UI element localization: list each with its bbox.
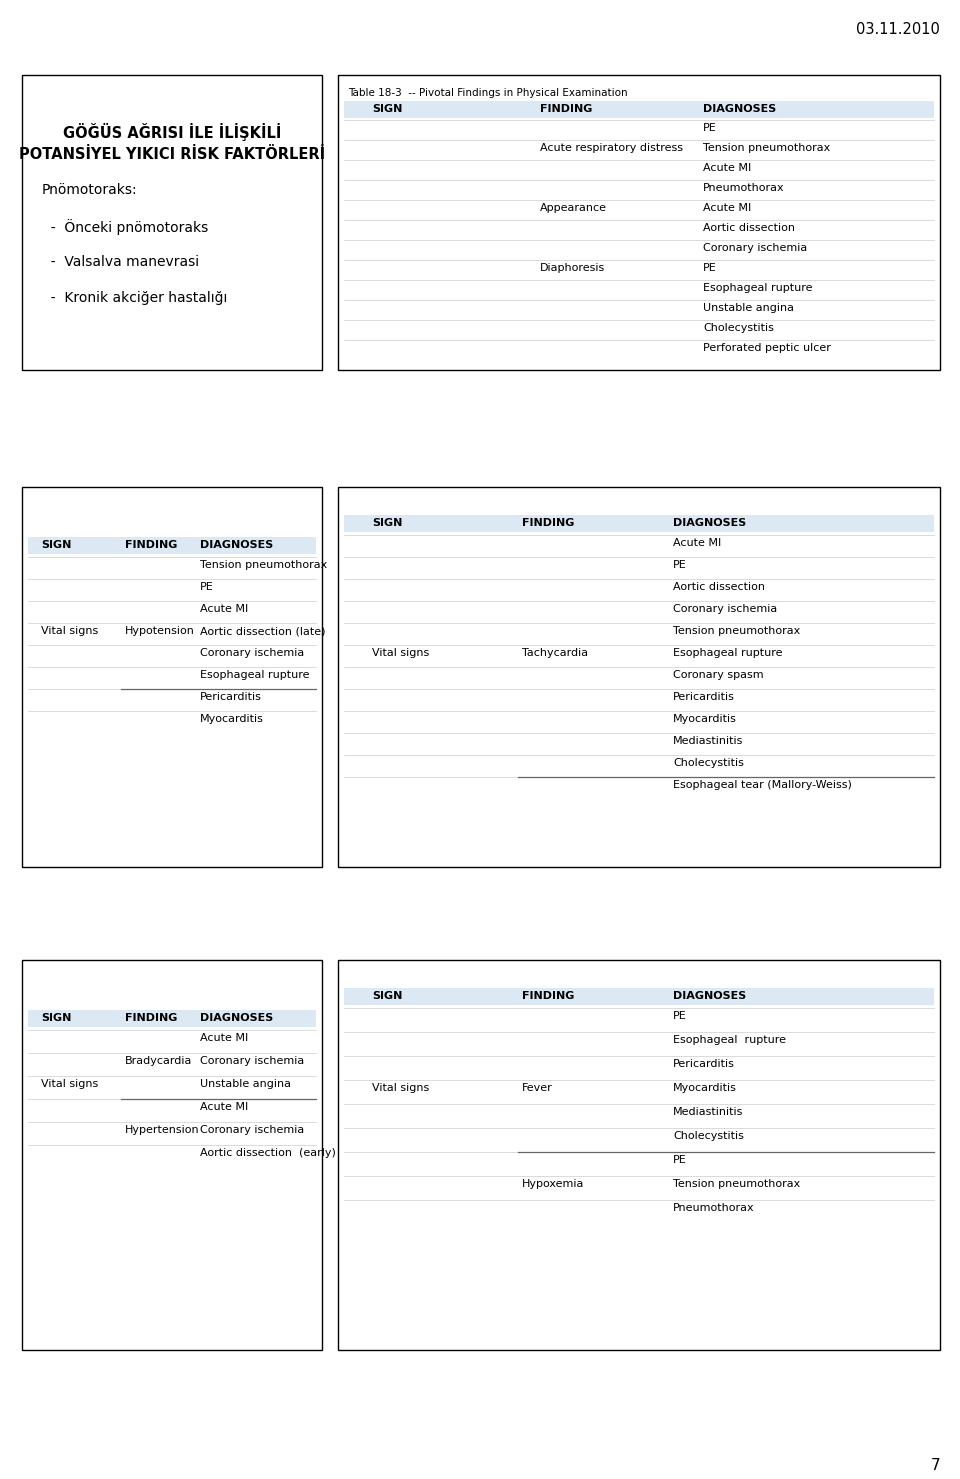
Text: -  Valsalva manevrasi: - Valsalva manevrasi [42,254,199,269]
Bar [338,75,940,370]
Bar [344,515,934,532]
Text: Esophageal rupture: Esophageal rupture [200,670,309,680]
Bar [344,988,934,1006]
Text: Esophageal  rupture: Esophageal rupture [673,1035,786,1046]
Text: SIGN: SIGN [41,540,71,550]
Text: DIAGNOSES: DIAGNOSES [703,104,777,114]
Text: PE: PE [703,123,717,133]
Text: Pericarditis: Pericarditis [673,692,734,703]
Text: Aortic dissection  (early): Aortic dissection (early) [200,1148,336,1158]
Text: 7: 7 [930,1458,940,1473]
Text: Coronary ischemia: Coronary ischemia [673,603,778,614]
Text: SIGN: SIGN [372,991,402,1001]
Bar [22,487,322,867]
Text: Perforated peptic ulcer: Perforated peptic ulcer [703,343,830,353]
Text: Esophageal rupture: Esophageal rupture [673,648,782,658]
Text: Acute MI: Acute MI [200,1032,249,1043]
Text: Fever: Fever [522,1083,553,1093]
Text: Bradycardia: Bradycardia [125,1056,192,1066]
Text: DIAGNOSES: DIAGNOSES [673,518,746,528]
Text: Cholecystitis: Cholecystitis [703,322,774,333]
Text: Mediastinitis: Mediastinitis [673,737,743,745]
Text: Appearance: Appearance [540,203,607,213]
Text: DIAGNOSES: DIAGNOSES [673,991,746,1001]
Text: PE: PE [703,263,717,274]
Text: GÖĞÜS AĞRISI İLE İLİŞKİLİ: GÖĞÜS AĞRISI İLE İLİŞKİLİ [62,123,281,141]
Text: Coronary spasm: Coronary spasm [673,670,763,680]
Bar [338,487,940,867]
Text: Tension pneumothorax: Tension pneumothorax [200,561,327,569]
Text: Unstable angina: Unstable angina [200,1080,291,1089]
Text: SIGN: SIGN [372,518,402,528]
Text: Vital signs: Vital signs [372,1083,429,1093]
Text: Acute MI: Acute MI [703,203,752,213]
Text: Mediastinitis: Mediastinitis [673,1106,743,1117]
Text: Vital signs: Vital signs [41,1080,98,1089]
Text: Coronary ischemia: Coronary ischemia [200,648,304,658]
Text: Coronary ischemia: Coronary ischemia [200,1056,304,1066]
Text: Cholecystitis: Cholecystitis [673,759,744,768]
Text: -  Önceki pnömotoraks: - Önceki pnömotoraks [42,219,208,235]
Text: Aortic dissection: Aortic dissection [673,583,765,592]
Text: Tachycardia: Tachycardia [522,648,588,658]
Text: Tension pneumothorax: Tension pneumothorax [703,143,830,152]
Text: Pneumothorax: Pneumothorax [673,1202,755,1213]
Text: FINDING: FINDING [522,991,574,1001]
Text: DIAGNOSES: DIAGNOSES [200,1013,274,1023]
Text: Myocarditis: Myocarditis [673,714,737,725]
Text: Pericarditis: Pericarditis [200,692,262,703]
Text: Pneumothorax: Pneumothorax [703,183,784,192]
Text: Acute MI: Acute MI [703,163,752,173]
Text: Acute MI: Acute MI [200,1102,249,1112]
Bar [22,960,322,1350]
Text: Coronary ischemia: Coronary ischemia [703,243,807,253]
Text: Cholecystitis: Cholecystitis [673,1131,744,1140]
Bar [28,1010,316,1026]
Text: Hypertension: Hypertension [125,1126,200,1134]
Text: Aortic dissection: Aortic dissection [703,223,795,234]
Text: Diaphoresis: Diaphoresis [540,263,605,274]
Text: 03.11.2010: 03.11.2010 [856,22,940,37]
Text: Acute respiratory distress: Acute respiratory distress [540,143,683,152]
Bar [28,537,316,555]
Bar [338,960,940,1350]
Bar [344,101,934,118]
Text: FINDING: FINDING [540,104,592,114]
Text: Esophageal tear (Mallory-Weiss): Esophageal tear (Mallory-Weiss) [673,779,852,790]
Text: Tension pneumothorax: Tension pneumothorax [673,1179,801,1189]
Text: Table 18-3  -- Pivotal Findings in Physical Examination: Table 18-3 -- Pivotal Findings in Physic… [348,87,628,98]
Text: Esophageal rupture: Esophageal rupture [703,282,812,293]
Bar [22,75,322,370]
Text: Myocarditis: Myocarditis [673,1083,737,1093]
Text: -  Kronik akciğer hastalığı: - Kronik akciğer hastalığı [42,291,228,305]
Text: Vital signs: Vital signs [372,648,429,658]
Text: Acute MI: Acute MI [200,603,249,614]
Text: PE: PE [200,583,214,592]
Text: FINDING: FINDING [522,518,574,528]
Text: Hypotension: Hypotension [125,626,195,636]
Text: PE: PE [673,1155,686,1165]
Text: Coronary ischemia: Coronary ischemia [200,1126,304,1134]
Text: Tension pneumothorax: Tension pneumothorax [673,626,801,636]
Text: Pericarditis: Pericarditis [673,1059,734,1069]
Text: DIAGNOSES: DIAGNOSES [200,540,274,550]
Text: PE: PE [673,561,686,569]
Text: Vital signs: Vital signs [41,626,98,636]
Text: Pnömotoraks:: Pnömotoraks: [42,183,137,197]
Text: Acute MI: Acute MI [673,538,721,549]
Text: PE: PE [673,1012,686,1021]
Text: FINDING: FINDING [125,540,178,550]
Text: Hypoxemia: Hypoxemia [522,1179,585,1189]
Text: POTANSİYEL YIKICI RİSK FAKTÖRLERİ: POTANSİYEL YIKICI RİSK FAKTÖRLERİ [19,146,325,163]
Text: SIGN: SIGN [372,104,402,114]
Text: SIGN: SIGN [41,1013,71,1023]
Text: Aortic dissection (late): Aortic dissection (late) [200,626,325,636]
Text: FINDING: FINDING [125,1013,178,1023]
Text: Myocarditis: Myocarditis [200,714,264,725]
Text: Unstable angina: Unstable angina [703,303,794,314]
